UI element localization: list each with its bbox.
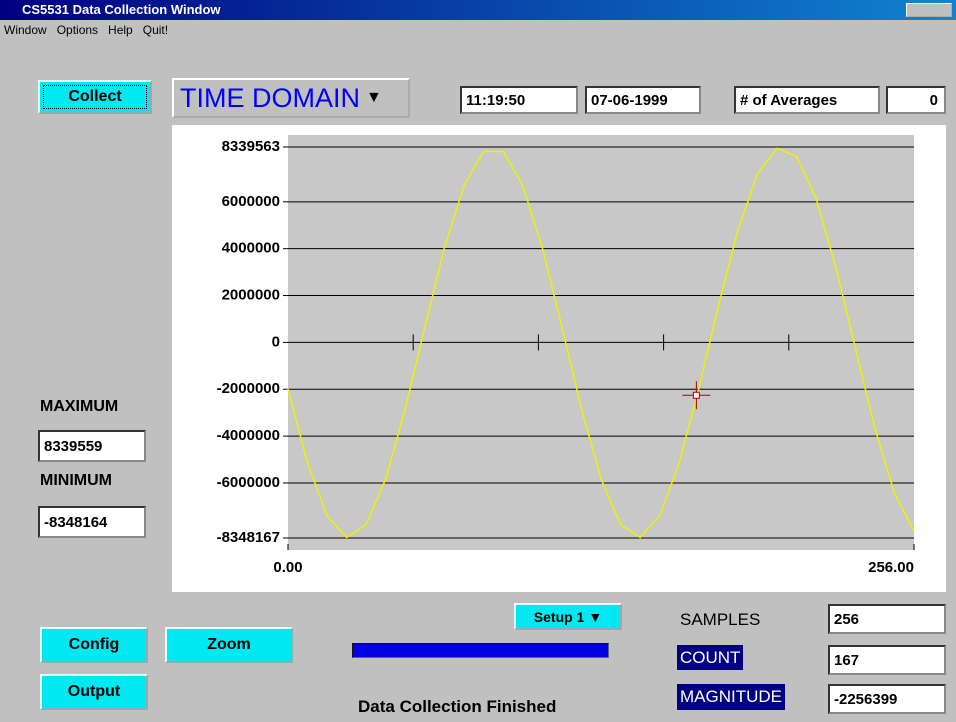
progress-bar [352, 643, 609, 658]
y-tick-label: 2000000 [222, 287, 280, 304]
y-tick-label: 8339563 [222, 138, 280, 155]
dropdown-arrow: ▼ [588, 608, 603, 625]
setup-dropdown[interactable]: Setup 1 ▼ [514, 603, 622, 630]
averages-value: 0 [886, 86, 946, 114]
title-bar: CS5531 Data Collection Window [0, 0, 956, 20]
time-field: 11:19:50 [460, 86, 578, 114]
x-tick-label: 256.00 [868, 559, 914, 576]
x-tick-label: 0.00 [273, 559, 302, 576]
menu-item[interactable]: Window [4, 23, 47, 37]
menu-item[interactable]: Help [108, 23, 133, 37]
y-tick-label: 4000000 [222, 240, 280, 257]
y-tick-label: -4000000 [217, 427, 280, 444]
window-title: CS5531 Data Collection Window [22, 2, 221, 17]
magnitude-label: MAGNITUDE [677, 684, 785, 710]
y-tick-label: -2000000 [217, 380, 280, 397]
setup-label: Setup 1 [533, 608, 585, 625]
mode-dropdown[interactable]: TIME DOMAIN ▼ [172, 78, 410, 118]
min-label: MINIMUM [40, 472, 112, 489]
date-field: 07-06-1999 [585, 86, 701, 114]
window-controls[interactable] [906, 3, 952, 17]
max-label: MAXIMUM [40, 398, 119, 415]
menu-item[interactable]: Options [56, 23, 99, 37]
menu-item[interactable]: Quit! [142, 23, 169, 37]
count-label: COUNT [677, 645, 744, 670]
y-tick-label: 0 [272, 333, 280, 350]
zoom-button[interactable]: Zoom [165, 627, 293, 663]
menu-bar: Window Options Help Quit! [0, 20, 956, 40]
config-button[interactable]: Config [40, 627, 148, 663]
cursor [682, 381, 711, 410]
samples-label: SAMPLES [680, 610, 761, 629]
dropdown-arrow: ▼ [366, 89, 382, 106]
status-text: Data Collection Finished [358, 697, 557, 716]
data-line [287, 147, 915, 539]
chart: 8339563 6000000 4000000 2000000 0 -2000000 -40… [172, 125, 946, 592]
min-value: -8348164 [38, 506, 146, 538]
mode-label: TIME DOMAIN [180, 82, 360, 113]
output-button[interactable]: Output [40, 674, 148, 710]
y-tick-label: -8348167 [217, 529, 280, 546]
count-value: 167 [828, 645, 946, 675]
samples-value: 256 [828, 604, 946, 634]
averages-label: # of Averages [734, 86, 880, 114]
y-tick-label: -6000000 [217, 474, 280, 491]
magnitude-value: -2256399 [828, 684, 946, 714]
collect-button[interactable]: Collect [38, 80, 152, 114]
y-tick-label: 6000000 [222, 193, 280, 210]
max-value: 8339559 [38, 430, 146, 462]
